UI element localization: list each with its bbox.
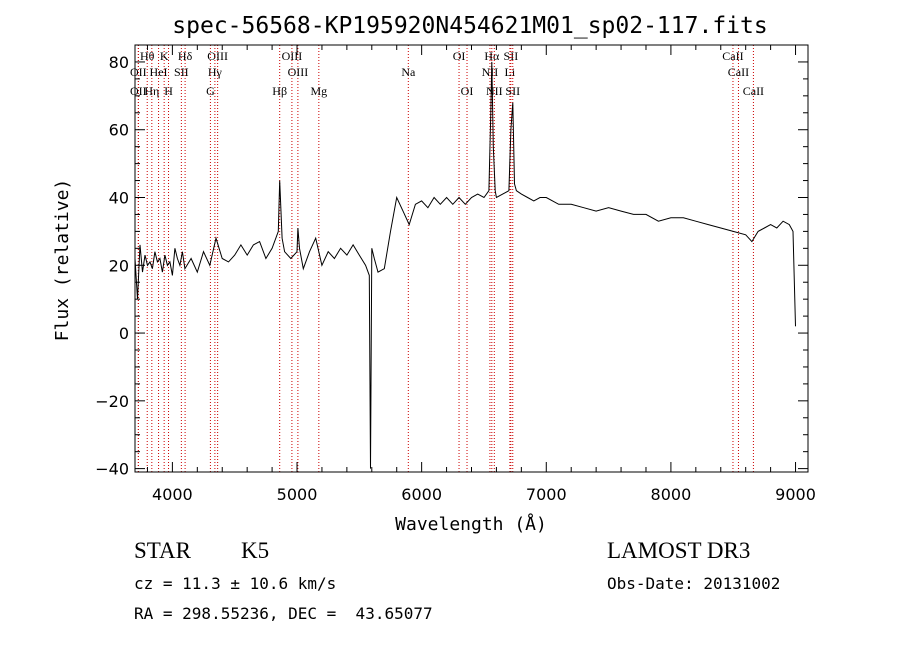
line-marker-label: OI (453, 49, 466, 63)
coordinates: RA = 298.55236, DEC = 43.65077 (134, 604, 433, 623)
x-tick-label: 6000 (401, 485, 442, 504)
line-marker-label: OIII (207, 49, 228, 63)
line-marker-label: CaII (743, 84, 764, 98)
chart-title: spec-56568-KP195920N454621M01_sp02-117.f… (172, 13, 767, 39)
line-marker-label: Li (505, 65, 516, 79)
x-tick-label: 8000 (651, 485, 692, 504)
line-marker-label: Hβ (272, 84, 287, 98)
y-tick-label: 20 (109, 256, 129, 275)
line-marker-label: Na (401, 65, 416, 79)
redshift-text: cz = 11.3 ± 10.6 km/s (134, 574, 337, 593)
obs-date: Obs-Date: 20131002 (607, 574, 781, 593)
y-tick-label: 0 (119, 324, 129, 343)
survey-name: LAMOST DR3 (607, 538, 751, 563)
line-marker-label: G (206, 84, 215, 98)
line-marker-label: OI (461, 84, 474, 98)
object-class: STAR (134, 538, 191, 563)
line-marker-label: Hδ (178, 49, 193, 63)
line-marker-label: K (160, 49, 169, 63)
y-tick-label: −20 (95, 392, 129, 411)
line-marker-label: OII (130, 84, 147, 98)
y-tick-label: 80 (109, 53, 129, 72)
x-tick-label: 7000 (526, 485, 567, 504)
line-marker-label: Hθ (140, 49, 155, 63)
line-marker-label: HeI (150, 65, 168, 79)
line-marker-label: SII (504, 49, 519, 63)
x-tick-label: 4000 (152, 485, 193, 504)
y-axis-label: Flux (relative) (52, 179, 73, 342)
line-marker-label: Mg (310, 84, 327, 98)
line-marker-label: Hα (484, 49, 500, 63)
object-subclass: K5 (241, 538, 270, 563)
line-marker-label: NII (482, 65, 499, 79)
x-tick-label: 9000 (775, 485, 816, 504)
line-marker-label: Hη (144, 84, 159, 98)
y-tick-label: 40 (109, 189, 129, 208)
spectrum-line (134, 61, 796, 469)
line-marker-label: SII (174, 65, 189, 79)
line-marker-label: OIII (282, 49, 303, 63)
line-marker-label: H (164, 84, 173, 98)
y-tick-label: −40 (95, 460, 129, 479)
line-marker-label: SII (505, 84, 520, 98)
y-tick-label: 60 (109, 121, 129, 140)
spectrum-series (134, 61, 796, 469)
plot-frame (134, 44, 809, 473)
line-marker-label: CaII (722, 49, 743, 63)
axes: 4000 5000 6000 7000 8000 9000 −40 −20 0 20 40 60 80 (95, 45, 816, 504)
x-axis-label: Wavelength (Å) (395, 513, 547, 535)
line-marker-label: Hγ (208, 65, 223, 79)
line-marker-label: OIII (288, 65, 309, 79)
x-tick-label: 5000 (277, 485, 318, 504)
line-marker-label: CaII (728, 65, 749, 79)
line-marker-label: NII (486, 84, 503, 98)
